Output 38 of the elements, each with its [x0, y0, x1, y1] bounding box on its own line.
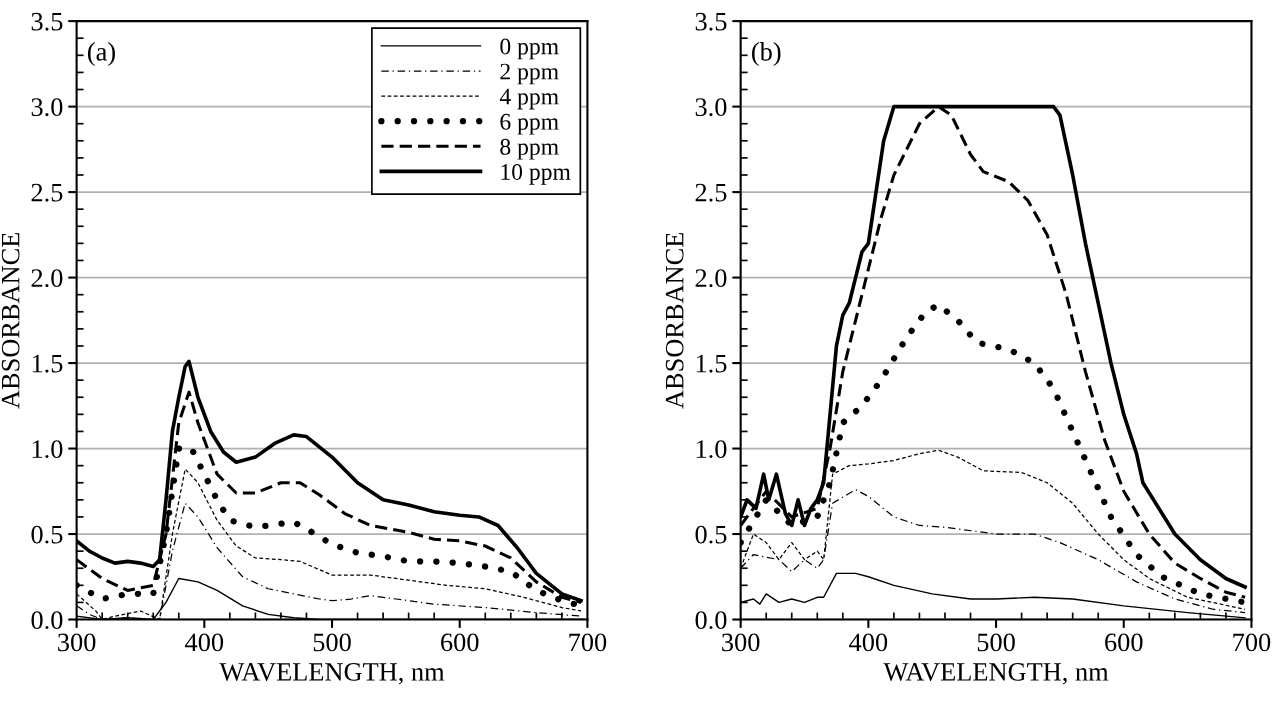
legend-label: 8 ppm	[500, 138, 559, 160]
legend-label: 10 ppm	[501, 163, 571, 185]
x-tick-label: 700	[569, 633, 607, 652]
y-tick-label: 3.5	[31, 12, 63, 31]
legend-label: 6 ppm	[500, 113, 559, 135]
x-tick-label: 300	[722, 633, 760, 652]
y-tick-label: 2.5	[695, 183, 727, 202]
x-tick-label: 600	[441, 633, 479, 652]
legend-label: 4 ppm	[499, 88, 559, 110]
y-tick-label: 1.0	[32, 440, 63, 459]
x-axis-title: WAVELENGTH, nm	[883, 663, 1109, 685]
x-axis-title: WAVELENGTH, nm	[219, 663, 445, 685]
legend-label: 0 ppm	[500, 38, 559, 60]
y-tick-label: 2.0	[695, 269, 727, 288]
y-tick-label: 1.5	[696, 354, 727, 373]
y-tick-label: 3.0	[31, 98, 63, 117]
y-tick-label: 2.0	[31, 269, 63, 288]
y-tick-label: 0.5	[695, 525, 727, 544]
x-tick-label: 600	[1105, 633, 1143, 652]
legend-label: 2 ppm	[500, 63, 559, 85]
x-tick-label: 400	[849, 633, 888, 652]
annotation: (b)	[752, 42, 781, 66]
annotation: (a)	[87, 42, 115, 66]
y-tick-label: 1.5	[32, 354, 63, 373]
x-tick-label: 700	[1233, 633, 1271, 652]
y-tick-label: 0.0	[695, 611, 727, 630]
x-tick-label: 500	[313, 633, 351, 652]
y-axis-title: ABSORBANCE	[665, 232, 684, 409]
y-tick-label: 1.0	[696, 440, 727, 459]
y-tick-label: 0.0	[31, 611, 63, 630]
y-tick-label: 3.5	[695, 12, 727, 31]
y-tick-label: 0.5	[31, 525, 63, 544]
y-tick-label: 2.5	[31, 183, 63, 202]
x-tick-label: 500	[977, 633, 1015, 652]
y-tick-label: 3.0	[695, 98, 727, 117]
x-tick-label: 300	[58, 633, 96, 652]
y-axis-title: ABSORBANCE	[1, 232, 20, 409]
x-tick-label: 400	[185, 633, 224, 652]
